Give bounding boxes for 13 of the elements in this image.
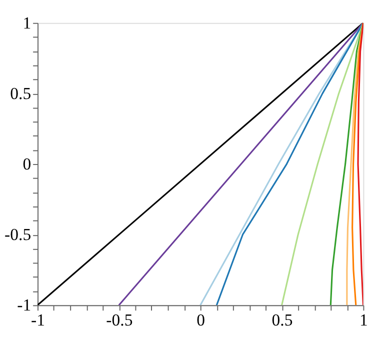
line-series (330, 22, 364, 306)
line-series (352, 22, 364, 306)
y-tick-label: -0.5 (4, 225, 32, 244)
y-tick-label: 1 (22, 13, 32, 32)
x-tick-label: -0.5 (106, 310, 133, 330)
y-tick-label: 0 (22, 154, 32, 174)
y-tick-label: -1 (17, 296, 32, 315)
y-tick-label: 0.5 (10, 84, 32, 103)
line-series (357, 22, 364, 306)
x-tick-label: 1 (360, 310, 368, 330)
line-series (281, 22, 364, 306)
x-tick-label: 0.5 (272, 310, 293, 330)
x-tick-label: 0 (196, 310, 206, 330)
